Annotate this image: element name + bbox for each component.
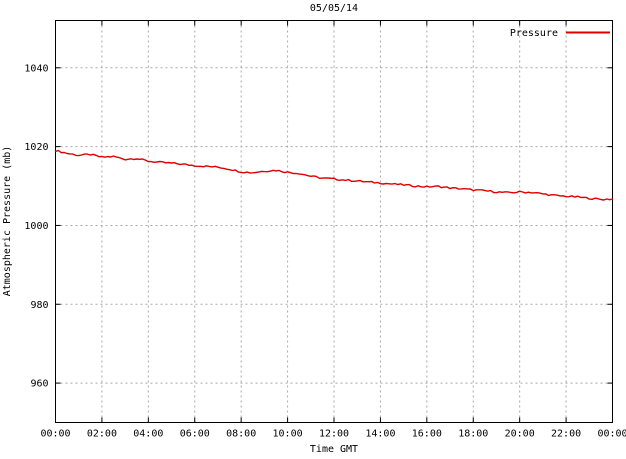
legend-label: Pressure xyxy=(510,28,558,39)
x-tick-label: 22:00 xyxy=(551,429,581,440)
x-tick-label: 02:00 xyxy=(87,429,117,440)
x-tick-label: 20:00 xyxy=(505,429,535,440)
y-tick-label: 1040 xyxy=(24,63,48,74)
x-tick-label: 06:00 xyxy=(180,429,210,440)
pressure-line xyxy=(54,149,614,201)
chart-title: 05/05/14 xyxy=(310,3,358,14)
x-tick-label: 08:00 xyxy=(226,429,256,440)
x-axis-label: Time GMT xyxy=(310,444,358,455)
x-tick-label: 12:00 xyxy=(319,429,349,440)
y-tick-label: 980 xyxy=(30,300,48,311)
x-tick-label: 18:00 xyxy=(458,429,488,440)
y-tick-label: 1020 xyxy=(24,142,48,153)
y-tick-label: 1000 xyxy=(24,221,48,232)
x-tick-label: 04:00 xyxy=(133,429,163,440)
x-tick-label: 00:00 xyxy=(40,429,70,440)
x-tick-label: 16:00 xyxy=(412,429,442,440)
x-tick-label: 14:00 xyxy=(365,429,395,440)
legend: Pressure xyxy=(510,28,610,39)
x-tick-label: 00:00 xyxy=(597,429,626,440)
x-tick-label: 10:00 xyxy=(273,429,303,440)
plot-area: 00:00 02:00 04:00 06:00 08:00 10:00 12:00 14:00… xyxy=(24,20,626,440)
y-axis-label: Atmospheric Pressure (mb) xyxy=(2,146,13,297)
y-tick-label: 960 xyxy=(30,379,48,390)
